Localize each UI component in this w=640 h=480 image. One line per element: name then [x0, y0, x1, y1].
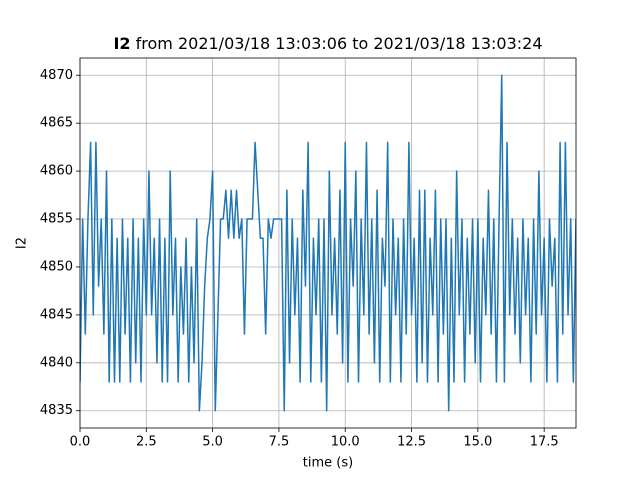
x-axis-label: time (s) [303, 456, 353, 471]
title-text: from 2021/03/18 13:03:06 to 2021/03/18 1… [136, 34, 543, 53]
x-tick-label: 2.5 [136, 435, 157, 450]
y-tick-label: 4855 [40, 212, 73, 227]
x-tick-label: 17.5 [530, 435, 559, 450]
y-axis-label: I2 [15, 237, 30, 249]
x-tick-label: 15.0 [463, 435, 492, 450]
data-line [80, 74, 576, 412]
chart-title: I2 from 2021/03/18 13:03:06 to 2021/03/1… [113, 34, 542, 53]
title-series: I2 [113, 34, 130, 53]
plot-frame [79, 57, 577, 429]
x-tick-label: 5.0 [202, 435, 223, 450]
x-tick-label: 0.0 [70, 435, 91, 450]
x-tick-label: 10.0 [331, 435, 360, 450]
y-tick-label: 4870 [40, 68, 73, 83]
y-tick-label: 4850 [40, 259, 73, 274]
x-tick-label: 12.5 [397, 435, 426, 450]
y-tick-label: 4845 [40, 307, 73, 322]
y-tick-label: 4835 [40, 403, 73, 418]
y-tick-label: 4865 [40, 116, 73, 131]
y-tick-label: 4840 [40, 355, 73, 370]
y-tick-label: 4860 [40, 164, 73, 179]
x-tick-label: 7.5 [269, 435, 290, 450]
